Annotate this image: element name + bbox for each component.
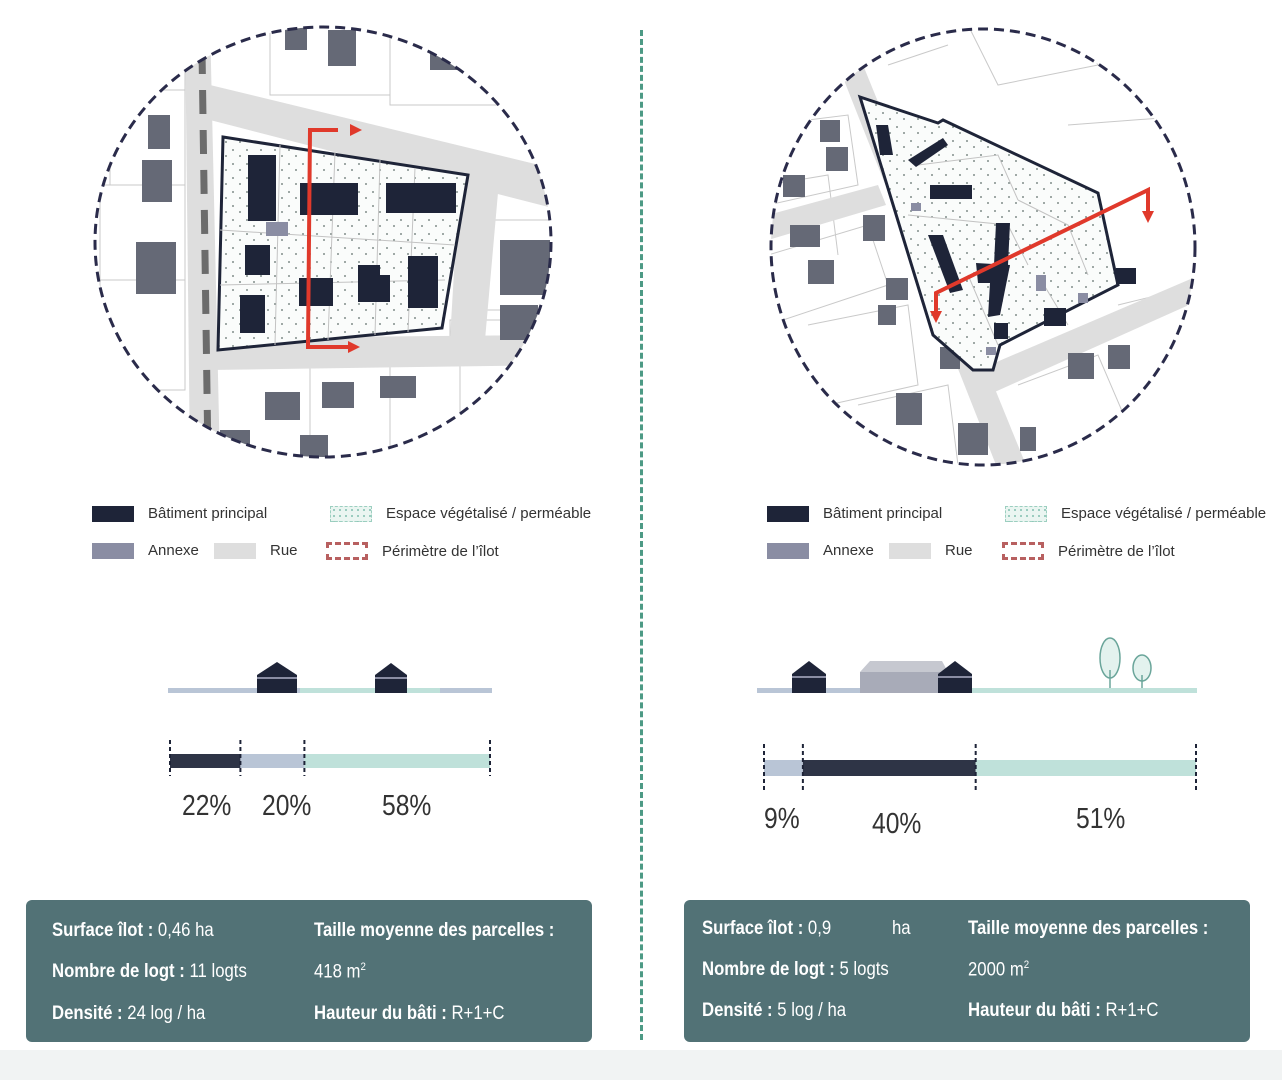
stat-label: Hauteur du bâti : <box>314 1003 447 1024</box>
stat-value: R+1+C <box>451 1003 505 1024</box>
legend-label-annex: Annexe <box>148 542 199 559</box>
pct-main-right: 40% <box>872 808 922 840</box>
stat-label: Nombre de logt : <box>52 961 185 982</box>
pct-main-left: 22% <box>182 790 232 822</box>
legend-item-main-building: Bâtiment principal <box>92 505 267 522</box>
stat-value: 0,46 ha <box>157 920 214 941</box>
section-profile-right <box>757 637 1197 790</box>
pct-green-left: 58% <box>382 790 432 822</box>
map-right <box>769 27 1197 467</box>
legend-label-street: Rue <box>270 542 298 559</box>
legend-item-street: Rue <box>889 542 973 559</box>
stat-value: 418 m <box>314 961 361 983</box>
annex-swatch <box>767 542 809 559</box>
stat-value: R+1+C <box>1105 1000 1159 1021</box>
map-left <box>93 25 553 459</box>
tree-icon <box>1099 637 1121 688</box>
legend-item-green-space: Espace végétalisé / perméable <box>330 505 591 522</box>
legend-label-main-building: Bâtiment principal <box>823 505 943 522</box>
green-space-swatch <box>1005 505 1047 522</box>
panel-left: Bâtiment principal Espace végétalisé / p… <box>0 0 640 1080</box>
legend-label-perimeter: Périmètre de l’îlot <box>382 542 499 560</box>
bar-segment-annex <box>764 760 803 776</box>
stat-label: Hauteur du bâti : <box>968 1000 1101 1021</box>
bar-segment-green <box>304 754 490 768</box>
stat-densite: Densité : 5 log / ha <box>702 1000 846 1022</box>
stat-surface-unit: ha <box>892 918 911 940</box>
legend-label-street: Rue <box>945 542 973 559</box>
stat-surface: Surface îlot : 0,9 <box>702 918 831 940</box>
stats-box-right: Surface îlot : 0,9 ha Nombre de logt : 5… <box>684 900 1250 1042</box>
stat-hauteur: Hauteur du bâti : R+1+C <box>968 1000 1158 1022</box>
legend-item-annex: Annexe <box>92 542 199 559</box>
stat-value: 5 logts <box>839 959 889 980</box>
stat-label: Nombre de logt : <box>702 959 835 980</box>
perimeter-swatch <box>1002 542 1044 560</box>
house-icon <box>257 662 297 693</box>
pct-annex-left: 20% <box>262 790 312 822</box>
panel-right: Bâtiment principal Espace végétalisé / p… <box>642 0 1282 1080</box>
house-icon <box>792 661 826 693</box>
legend-item-main-building: Bâtiment principal <box>767 505 942 522</box>
green-space-swatch <box>330 505 372 522</box>
stat-label: Densité : <box>702 1000 773 1021</box>
stats-box-left: Surface îlot : 0,46 ha Nombre de logt : … <box>26 900 592 1042</box>
stat-taille-value: 418 m2 <box>314 961 366 983</box>
street-swatch <box>214 542 256 559</box>
main-building-swatch <box>92 505 134 522</box>
stat-label: Surface îlot : <box>702 918 804 939</box>
legend-label-annex: Annexe <box>823 542 874 559</box>
legend-label-green-space: Espace végétalisé / perméable <box>386 505 592 522</box>
stat-surface: Surface îlot : 0,46 ha <box>52 920 214 942</box>
tree-icon <box>1132 654 1152 688</box>
stat-value: 2000 m <box>968 959 1024 981</box>
stat-unit-sup: 2 <box>1023 959 1030 971</box>
legend-label-main-building: Bâtiment principal <box>148 505 268 522</box>
legend-item-street: Rue <box>214 542 298 559</box>
legend-item-green-space: Espace végétalisé / perméable <box>1005 505 1266 522</box>
stat-taille: Taille moyenne des parcelles : <box>314 920 554 942</box>
legend-item-perimeter: Périmètre de l’îlot <box>326 542 499 560</box>
stat-value: 11 logts <box>189 961 247 982</box>
stat-label: Taille moyenne des parcelles : <box>968 918 1209 939</box>
bar-segment-annex <box>240 754 305 768</box>
legend-label-green-space: Espace végétalisé / perméable <box>1061 505 1267 522</box>
section-profile-left <box>168 662 492 776</box>
legend-item-perimeter: Périmètre de l’îlot <box>1002 542 1175 560</box>
stat-taille: Taille moyenne des parcelles : <box>968 918 1208 940</box>
stat-value: 24 log / ha <box>127 1003 206 1024</box>
legend-label-perimeter: Périmètre de l’îlot <box>1058 542 1175 560</box>
stat-taille-value: 2000 m2 <box>968 959 1029 981</box>
house-icon <box>375 663 407 693</box>
bar-segment-main <box>170 754 241 768</box>
stat-unit-sup: 2 <box>360 961 366 973</box>
annex-swatch <box>92 542 134 559</box>
stat-logt: Nombre de logt : 11 logts <box>52 961 247 983</box>
stat-label: Surface îlot : <box>52 920 154 941</box>
stat-logt: Nombre de logt : 5 logts <box>702 959 889 981</box>
perimeter-swatch <box>326 542 368 560</box>
stat-hauteur: Hauteur du bâti : R+1+C <box>314 1003 504 1025</box>
main-building-swatch <box>767 505 809 522</box>
stat-densite: Densité : 24 log / ha <box>52 1003 205 1025</box>
pct-annex-right: 9% <box>764 803 800 835</box>
panel-divider <box>640 30 643 1040</box>
legend-item-annex: Annexe <box>767 542 874 559</box>
stat-unit: ha <box>892 918 911 939</box>
bar-segment-main <box>802 760 976 776</box>
stat-value: 5 log / ha <box>777 1000 847 1021</box>
pct-green-right: 51% <box>1076 803 1126 835</box>
bottom-strip <box>0 1050 1282 1080</box>
bar-segment-green <box>975 760 1196 776</box>
stat-label: Taille moyenne des parcelles : <box>314 920 555 941</box>
large-building-icon <box>860 661 972 693</box>
stat-value: 0,9 <box>807 918 832 939</box>
stat-label: Densité : <box>52 1003 123 1024</box>
street-swatch <box>889 542 931 559</box>
